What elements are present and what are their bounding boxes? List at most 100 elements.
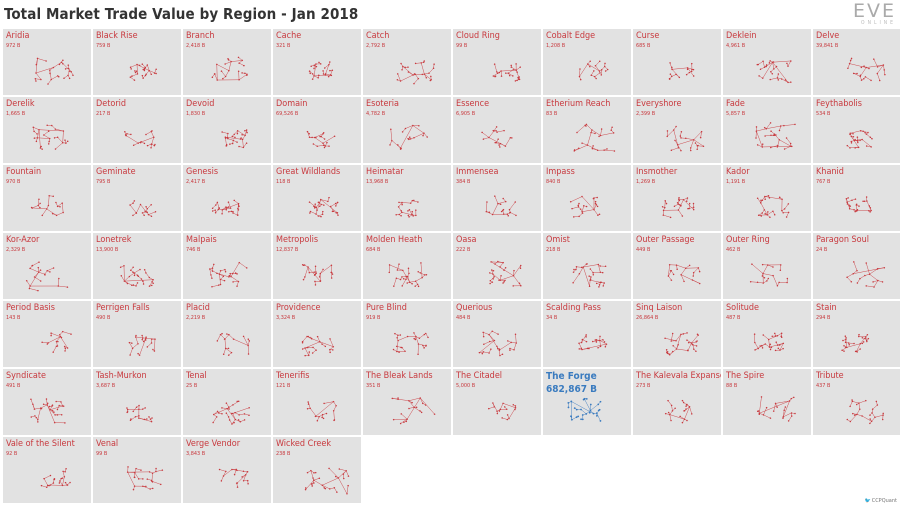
region-gate-link [762,146,791,148]
region-system-node [142,68,144,71]
region-system-node [677,147,680,149]
region-system-node [400,209,402,212]
region-gate-link [860,336,866,344]
region-gate-link [405,125,413,129]
region-system-node [489,280,492,282]
region-system-node [227,201,230,203]
region-map-esoteria [389,124,428,150]
region-value-label: 384 B [456,179,471,185]
region-system-node [695,341,697,343]
region-system-node [875,400,878,403]
region-gate-link [494,195,499,204]
region-system-node [577,206,580,208]
region-system-node [758,413,761,416]
region-system-node [592,271,594,274]
region-gate-link [770,130,775,135]
region-system-node [246,470,249,473]
region-system-node [846,276,848,279]
region-system-node [242,335,245,338]
region-system-node [35,140,38,143]
region-system-node [319,341,321,343]
region-gate-link [35,78,41,80]
region-gate-link [232,401,239,406]
region-system-node [672,350,674,353]
region-gate-link [691,334,699,344]
region-tile-stain: Stain 294 B [813,301,900,367]
region-system-node [500,75,503,77]
region-system-node [664,412,667,415]
region-system-node [851,400,854,403]
region-tile-branch: Branch 2,418 B [183,29,271,95]
region-gate-link [483,137,490,140]
region-value-label: 4,782 B [366,111,386,117]
region-gate-link [486,211,493,215]
region-system-node [778,129,781,132]
region-system-node [678,198,680,200]
region-system-node [334,475,337,478]
region-system-node [327,75,330,78]
region-system-node [860,79,863,81]
region-system-node [146,418,148,420]
region-system-node [785,137,788,139]
region-system-node [598,70,601,72]
region-system-node [685,403,688,406]
region-system-node [245,142,248,144]
region-gate-link [155,469,163,472]
region-tile-geminate: Geminate 795 B [93,165,181,231]
region-system-node [861,415,863,417]
region-system-node [853,414,856,416]
region-system-node [141,338,143,341]
region-system-node [321,484,324,486]
region-system-node [399,278,402,281]
region-gate-link [483,341,490,345]
region-system-node [141,337,144,339]
region-system-node [62,62,64,65]
region-system-node [135,70,138,72]
region-map-heimatar [395,199,419,218]
region-gate-link [50,405,63,410]
region-system-node [420,411,423,414]
region-system-node [243,419,246,421]
region-system-node [761,275,764,277]
region-system-node [323,138,326,140]
region-gate-link [231,60,243,62]
region-system-node [590,131,592,134]
region-system-node [133,200,136,202]
region-system-node [324,145,327,147]
region-system-node [849,133,851,136]
region-system-node [492,402,494,404]
region-system-node [66,286,69,288]
region-system-node [306,335,308,338]
region-gate-link [513,270,515,276]
region-gate-link [313,480,323,486]
region-gate-link [216,64,229,71]
region-system-node [427,336,429,339]
region-system-node [126,282,129,285]
region-system-node [32,126,35,129]
region-system-node [315,63,317,65]
region-system-node [124,130,126,133]
region-system-node [495,130,497,132]
region-system-node [226,333,228,335]
region-system-node [330,277,333,279]
region-system-node [771,335,773,337]
region-gate-link [685,265,690,269]
region-system-node [310,337,313,340]
region-system-node [577,204,579,207]
region-system-node [773,213,776,216]
region-system-node [856,136,859,138]
region-gate-link [670,333,673,342]
region-system-node [216,63,218,66]
region-gate-link [56,212,64,216]
region-system-node [402,278,405,280]
region-system-node [772,210,774,212]
region-name: Deklein [726,31,757,41]
region-system-node [851,199,853,201]
region-gate-link [239,262,247,269]
region-gate-link [511,66,517,71]
region-system-node [600,128,603,130]
region-gate-link [401,347,406,352]
region-gate-link [488,334,495,341]
region-gate-link [757,144,763,148]
region-gate-link [591,70,595,76]
